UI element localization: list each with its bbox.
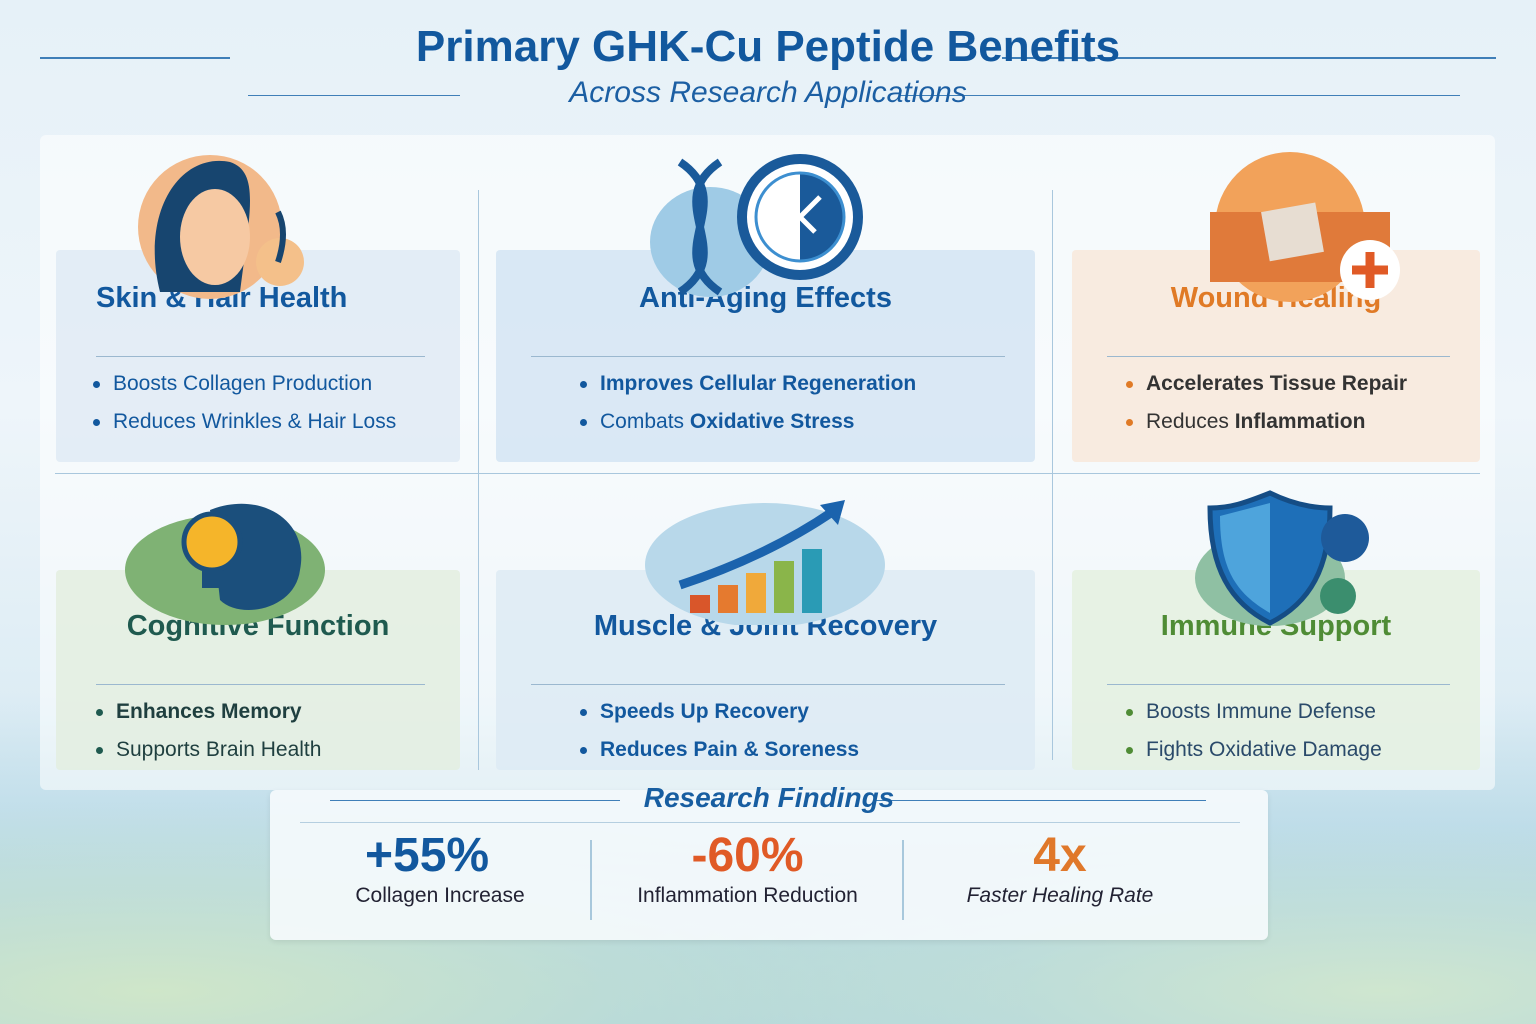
benefit-card: Skin & Hair Health Boosts Collagen Produc…	[56, 250, 460, 462]
stat-value: 4x	[1033, 829, 1087, 882]
benefit-text: Reduces Pain & Soreness	[600, 738, 860, 761]
stat-divider	[590, 840, 592, 920]
findings-rule	[330, 800, 620, 801]
benefit-item: Boosts Collagen Production	[91, 372, 396, 396]
stat-label: Faster Healing Rate	[966, 884, 1154, 907]
woman-face-hair-icon	[120, 152, 310, 307]
benefit-item: Supports Brain Health	[94, 738, 321, 762]
findings-title: Research Findings	[643, 782, 895, 813]
brain-lightbulb-icon	[120, 480, 330, 635]
benefit-text: Enhances Memory	[116, 700, 302, 723]
stat-healing: 4x Faster Healing Rate	[930, 830, 1190, 908]
benefit-text-bold: Oxidative Stress	[689, 410, 855, 433]
findings-rule	[876, 800, 1206, 801]
benefit-text: Speeds Up Recovery	[600, 700, 809, 723]
benefit-item: Combats Oxidative Stress	[578, 410, 916, 434]
benefit-item: Fights Oxidative Damage	[1124, 738, 1382, 762]
bar-chart-arrow-icon	[640, 495, 890, 630]
research-findings-panel: Research Findings +55% Collagen Increase…	[270, 782, 1268, 940]
shield-virus-icon	[1190, 488, 1390, 633]
stat-inflammation: -60% Inflammation Reduction	[610, 830, 885, 908]
stat-value: -60%	[691, 829, 804, 882]
benefit-card: Anti-Aging Effects Improves Cellular Rege…	[496, 250, 1035, 462]
benefit-list: Speeds Up Recovery Reduces Pain & Sorenes…	[578, 700, 859, 776]
column-divider	[478, 190, 479, 770]
card-rule	[96, 684, 425, 685]
page-subtitle: Across Research Applications	[569, 76, 967, 109]
benefit-card: Muscle & Joint Recovery Speeds Up Recover…	[496, 570, 1035, 770]
card-rule	[1107, 356, 1450, 357]
benefit-text: Accelerates Tissue Repair	[1146, 372, 1408, 395]
benefit-text: Boosts Collagen Production	[113, 372, 373, 395]
benefit-item: Accelerates Tissue Repair	[1124, 372, 1407, 396]
card-rule	[531, 684, 1005, 685]
page-title: Primary GHK-Cu Peptide Benefits	[415, 22, 1121, 71]
benefit-text: Supports Brain Health	[116, 738, 322, 761]
benefit-item: Speeds Up Recovery	[578, 700, 859, 724]
stat-label: Inflammation Reduction	[637, 884, 858, 907]
card-rule	[96, 356, 425, 357]
row-divider	[55, 473, 1480, 474]
benefit-item: Reduces Inflammation	[1124, 410, 1407, 434]
stat-collagen: +55% Collagen Increase	[310, 830, 570, 908]
benefit-text: Improves Cellular Regeneration	[600, 372, 917, 395]
benefit-text: Reduces	[1146, 410, 1235, 433]
bandaged-skin-icon	[1205, 152, 1405, 307]
stat-value: +55%	[365, 829, 490, 882]
benefit-text: Combats	[600, 410, 690, 433]
card-rule	[1107, 684, 1450, 685]
benefit-list: Boosts Immune Defense Fights Oxidative Da…	[1124, 700, 1382, 776]
stat-divider	[902, 840, 904, 920]
card-rule	[531, 356, 1005, 357]
benefit-text: Fights Oxidative Damage	[1146, 738, 1382, 761]
benefit-list: Improves Cellular Regeneration Combats Ox…	[578, 372, 916, 448]
title-rule-left	[40, 57, 230, 59]
dna-clock-icon	[640, 152, 880, 307]
stat-label: Collagen Increase	[355, 884, 525, 907]
subtitle-rule-right	[900, 95, 1460, 96]
benefit-item: Boosts Immune Defense	[1124, 700, 1382, 724]
column-divider	[1052, 190, 1053, 760]
benefit-list: Enhances Memory Supports Brain Health	[94, 700, 321, 776]
benefit-item: Reduces Pain & Soreness	[578, 738, 859, 762]
benefit-list: Accelerates Tissue Repair Reduces Inflamm…	[1124, 372, 1407, 448]
benefit-text: Boosts Immune Defense	[1146, 700, 1376, 723]
subtitle-rule-left	[248, 95, 460, 96]
findings-rule	[300, 822, 1240, 823]
benefit-list: Boosts Collagen Production Reduces Wrinkl…	[91, 372, 396, 448]
benefit-item: Enhances Memory	[94, 700, 321, 724]
benefit-text: Reduces Wrinkles & Hair Loss	[113, 410, 397, 433]
benefit-item: Improves Cellular Regeneration	[578, 372, 916, 396]
title-rule-right	[1002, 57, 1496, 59]
benefit-item: Reduces Wrinkles & Hair Loss	[91, 410, 396, 434]
benefit-text-bold: Inflammation	[1234, 410, 1366, 433]
